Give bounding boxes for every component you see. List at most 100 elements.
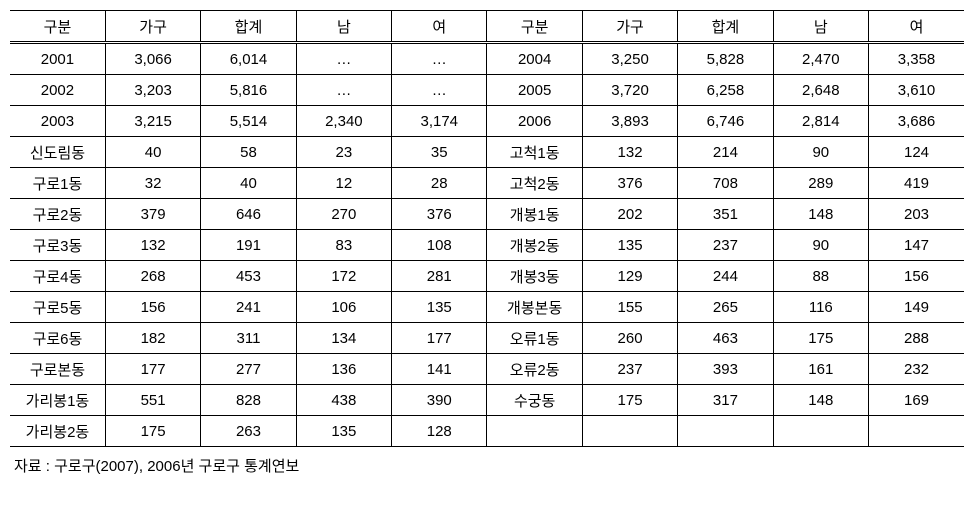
table-cell: 129 bbox=[582, 261, 677, 292]
table-cell: 개봉2동 bbox=[487, 230, 582, 261]
table-cell: 고척1동 bbox=[487, 137, 582, 168]
table-row: 구로1동32401228고척2동376708289419 bbox=[10, 168, 964, 199]
header-cell: 가구 bbox=[105, 11, 200, 43]
table-cell: 177 bbox=[105, 354, 200, 385]
table-cell: 6,014 bbox=[201, 43, 296, 75]
table-cell: 135 bbox=[392, 292, 487, 323]
table-cell: 40 bbox=[201, 168, 296, 199]
header-cell: 구분 bbox=[487, 11, 582, 43]
table-cell: 6,746 bbox=[678, 106, 773, 137]
table-cell: 116 bbox=[773, 292, 868, 323]
table-row: 구로5동156241106135개봉본동155265116149 bbox=[10, 292, 964, 323]
table-cell: 237 bbox=[678, 230, 773, 261]
table-cell: 2,648 bbox=[773, 75, 868, 106]
table-cell: 438 bbox=[296, 385, 391, 416]
table-cell: 244 bbox=[678, 261, 773, 292]
table-cell: 463 bbox=[678, 323, 773, 354]
table-cell: 개봉1동 bbox=[487, 199, 582, 230]
table-cell: 3,358 bbox=[869, 43, 964, 75]
header-row: 구분 가구 합계 남 여 구분 가구 합계 남 여 bbox=[10, 11, 964, 43]
table-cell: 169 bbox=[869, 385, 964, 416]
table-cell: 개봉3동 bbox=[487, 261, 582, 292]
table-cell: 90 bbox=[773, 230, 868, 261]
table-cell: 135 bbox=[582, 230, 677, 261]
table-cell: 260 bbox=[582, 323, 677, 354]
table-cell: 393 bbox=[678, 354, 773, 385]
table-cell: 136 bbox=[296, 354, 391, 385]
table-cell: 175 bbox=[582, 385, 677, 416]
source-citation: 자료 : 구로구(2007), 2006년 구로구 통계연보 bbox=[10, 455, 964, 476]
table-cell: 35 bbox=[392, 137, 487, 168]
table-cell: 214 bbox=[678, 137, 773, 168]
table-cell: 개봉본동 bbox=[487, 292, 582, 323]
header-cell: 구분 bbox=[10, 11, 105, 43]
table-cell: 268 bbox=[105, 261, 200, 292]
table-row: 구로6동182311134177오류1동260463175288 bbox=[10, 323, 964, 354]
table-cell: 3,686 bbox=[869, 106, 964, 137]
table-cell: 317 bbox=[678, 385, 773, 416]
table-cell: 가리봉1동 bbox=[10, 385, 105, 416]
table-cell: … bbox=[392, 43, 487, 75]
table-cell: 134 bbox=[296, 323, 391, 354]
table-cell: … bbox=[296, 75, 391, 106]
table-cell: 32 bbox=[105, 168, 200, 199]
table-cell bbox=[582, 416, 677, 447]
table-cell: 106 bbox=[296, 292, 391, 323]
table-cell: 124 bbox=[869, 137, 964, 168]
table-cell: 90 bbox=[773, 137, 868, 168]
table-cell: 구로본동 bbox=[10, 354, 105, 385]
table-cell: 155 bbox=[582, 292, 677, 323]
table-cell: 3,215 bbox=[105, 106, 200, 137]
table-cell: 구로1동 bbox=[10, 168, 105, 199]
data-table: 구분 가구 합계 남 여 구분 가구 합계 남 여 20013,0666,014… bbox=[10, 10, 964, 447]
table-cell: 2004 bbox=[487, 43, 582, 75]
header-cell: 가구 bbox=[582, 11, 677, 43]
table-row: 신도림동40582335고척1동13221490124 bbox=[10, 137, 964, 168]
table-cell: 3,250 bbox=[582, 43, 677, 75]
table-cell: 12 bbox=[296, 168, 391, 199]
table-cell bbox=[773, 416, 868, 447]
table-cell: 311 bbox=[201, 323, 296, 354]
table-row: 가리봉2동175263135128 bbox=[10, 416, 964, 447]
table-cell: 203 bbox=[869, 199, 964, 230]
table-row: 20013,0666,014……20043,2505,8282,4703,358 bbox=[10, 43, 964, 75]
header-cell: 합계 bbox=[201, 11, 296, 43]
table-cell: 2,470 bbox=[773, 43, 868, 75]
table-cell: 376 bbox=[582, 168, 677, 199]
table-row: 구로2동379646270376개봉1동202351148203 bbox=[10, 199, 964, 230]
table-cell: 551 bbox=[105, 385, 200, 416]
table-cell: 708 bbox=[678, 168, 773, 199]
table-cell: 390 bbox=[392, 385, 487, 416]
table-cell: 수궁동 bbox=[487, 385, 582, 416]
table-cell: 175 bbox=[773, 323, 868, 354]
table-cell: 135 bbox=[296, 416, 391, 447]
table-cell: 오류2동 bbox=[487, 354, 582, 385]
table-cell: 351 bbox=[678, 199, 773, 230]
table-cell: 277 bbox=[201, 354, 296, 385]
table-cell: 172 bbox=[296, 261, 391, 292]
table-cell: 828 bbox=[201, 385, 296, 416]
table-cell: 156 bbox=[105, 292, 200, 323]
table-cell: 161 bbox=[773, 354, 868, 385]
table-cell bbox=[869, 416, 964, 447]
table-cell: 2001 bbox=[10, 43, 105, 75]
table-cell: 3,203 bbox=[105, 75, 200, 106]
table-cell: 3,066 bbox=[105, 43, 200, 75]
table-cell: 23 bbox=[296, 137, 391, 168]
table-cell bbox=[487, 416, 582, 447]
table-cell: 289 bbox=[773, 168, 868, 199]
table-cell: 3,720 bbox=[582, 75, 677, 106]
table-cell: 281 bbox=[392, 261, 487, 292]
table-cell: 128 bbox=[392, 416, 487, 447]
table-cell: 149 bbox=[869, 292, 964, 323]
table-cell: 오류1동 bbox=[487, 323, 582, 354]
table-cell: 58 bbox=[201, 137, 296, 168]
table-cell: 가리봉2동 bbox=[10, 416, 105, 447]
table-cell: 3,174 bbox=[392, 106, 487, 137]
table-cell: 40 bbox=[105, 137, 200, 168]
table-cell: 148 bbox=[773, 385, 868, 416]
table-cell: 191 bbox=[201, 230, 296, 261]
table-cell: 379 bbox=[105, 199, 200, 230]
header-cell: 여 bbox=[869, 11, 964, 43]
table-cell: 175 bbox=[105, 416, 200, 447]
